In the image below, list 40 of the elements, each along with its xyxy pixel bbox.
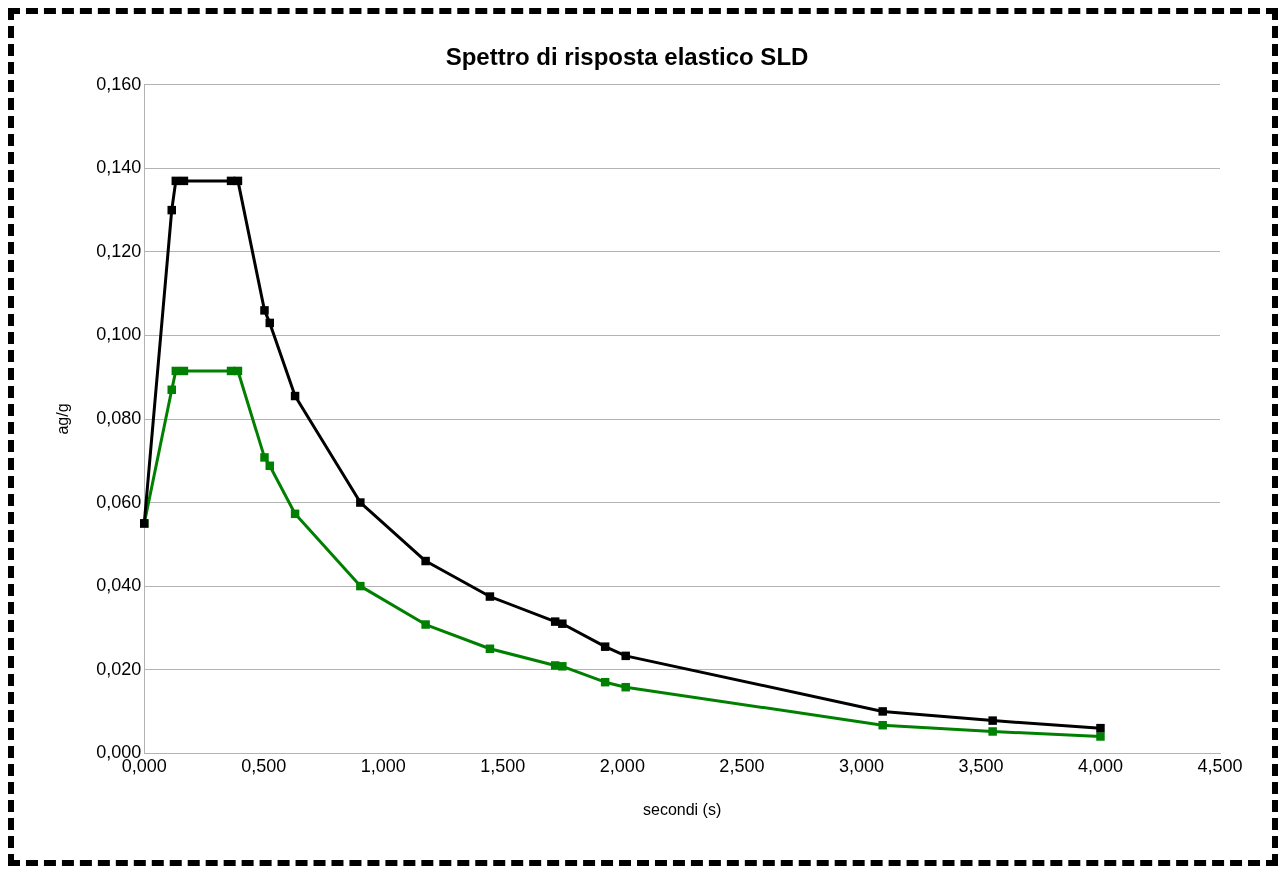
point	[878, 720, 887, 730]
point	[356, 581, 365, 591]
y-tick-label: 0,120	[96, 240, 142, 261]
point	[421, 556, 430, 566]
point	[621, 682, 630, 692]
x-tick-label: 1,500	[480, 755, 526, 776]
y-tick-label: 0,080	[96, 407, 142, 428]
point	[988, 727, 997, 736]
y-tick-label: 0,160	[96, 73, 142, 94]
point	[260, 453, 269, 462]
x-tick-label: 4,000	[1077, 755, 1123, 776]
point	[485, 592, 495, 601]
point	[988, 716, 997, 725]
x-axis-title: secondi (s)	[643, 800, 722, 818]
point	[1096, 723, 1105, 733]
y-tick-label: 0,140	[96, 157, 142, 178]
x-tick-label: 0,500	[241, 755, 287, 776]
point	[558, 662, 567, 671]
point	[167, 385, 176, 394]
y-tick-label: 0,100	[96, 324, 142, 345]
y-tick-label: 0,040	[96, 575, 142, 596]
x-tick-label: 1,000	[360, 755, 406, 776]
point	[1096, 732, 1105, 741]
point	[878, 707, 887, 716]
x-tick-label: 2,000	[599, 755, 645, 776]
point	[260, 306, 269, 315]
chart-title: Spettro di risposta elastico SLD	[445, 43, 809, 71]
x-tick-label: 2,500	[719, 755, 765, 776]
y-axis-title: ag/g	[54, 403, 72, 435]
point	[421, 620, 430, 629]
point	[600, 642, 610, 651]
y-tick-label: 0,020	[96, 658, 142, 679]
point	[167, 205, 176, 215]
y-tick-label: 0,060	[96, 491, 142, 512]
x-tick-label: 3,500	[958, 755, 1004, 776]
x-tick-label: 3,000	[838, 755, 884, 776]
point	[621, 651, 630, 661]
point	[356, 498, 365, 507]
point	[558, 619, 567, 628]
x-tick-label: 4,500	[1197, 755, 1243, 776]
